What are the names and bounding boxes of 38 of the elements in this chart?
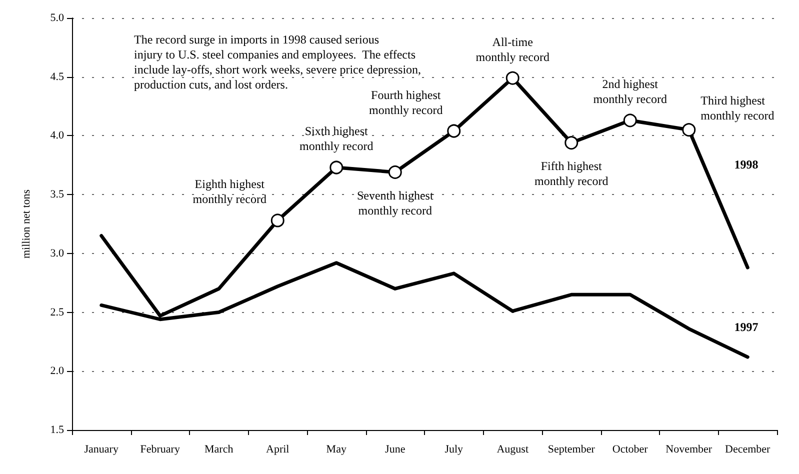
- y-tick-label: 3.0: [50, 247, 64, 260]
- annotation: Sixth highest monthly record: [300, 124, 374, 154]
- y-tick-label: 4.0: [50, 130, 64, 142]
- annotation: All-time monthly record: [476, 34, 550, 64]
- point: [564, 136, 578, 150]
- y-tick-label: 3.5: [50, 188, 64, 201]
- y-tick-label: 1.5: [50, 424, 64, 436]
- x-tick-label: March: [204, 444, 234, 456]
- point: [506, 71, 520, 85]
- series-label: 1997: [734, 320, 758, 334]
- y-tick-label: 5.0: [50, 12, 64, 24]
- annotation: Eighth highest monthly record: [192, 177, 266, 206]
- annotation: Fifth highest monthly record: [534, 159, 608, 188]
- x-tick-label: July: [444, 444, 464, 456]
- point: [270, 214, 284, 228]
- annotation: Third highest monthly record: [700, 93, 774, 122]
- point: [623, 114, 637, 128]
- y-tick-label: 2.0: [50, 365, 64, 378]
- point: [447, 124, 461, 138]
- y-axis-title: million net tons: [20, 189, 32, 259]
- x-tick-label: November: [666, 444, 712, 456]
- point: [682, 123, 696, 137]
- text: 1998: [734, 158, 758, 172]
- x-tick-label: February: [140, 444, 180, 456]
- point: [388, 165, 402, 179]
- x-tick-label: January: [84, 444, 119, 456]
- x-tick-label: October: [612, 444, 648, 456]
- point: [330, 160, 344, 174]
- x-tick-label: June: [385, 444, 406, 456]
- x-tick-label: April: [266, 444, 290, 456]
- y-tick-label: 2.5: [50, 306, 64, 318]
- annotation: Seventh highest monthly record: [356, 188, 434, 218]
- x-tick-label: December: [725, 444, 771, 456]
- x-tick-label: May: [326, 444, 347, 456]
- x-tick-label: September: [548, 444, 596, 456]
- y-tick-label: 4.5: [50, 70, 64, 83]
- annotation: 2nd highest monthly record: [593, 77, 667, 106]
- x-tick-label: August: [496, 444, 529, 456]
